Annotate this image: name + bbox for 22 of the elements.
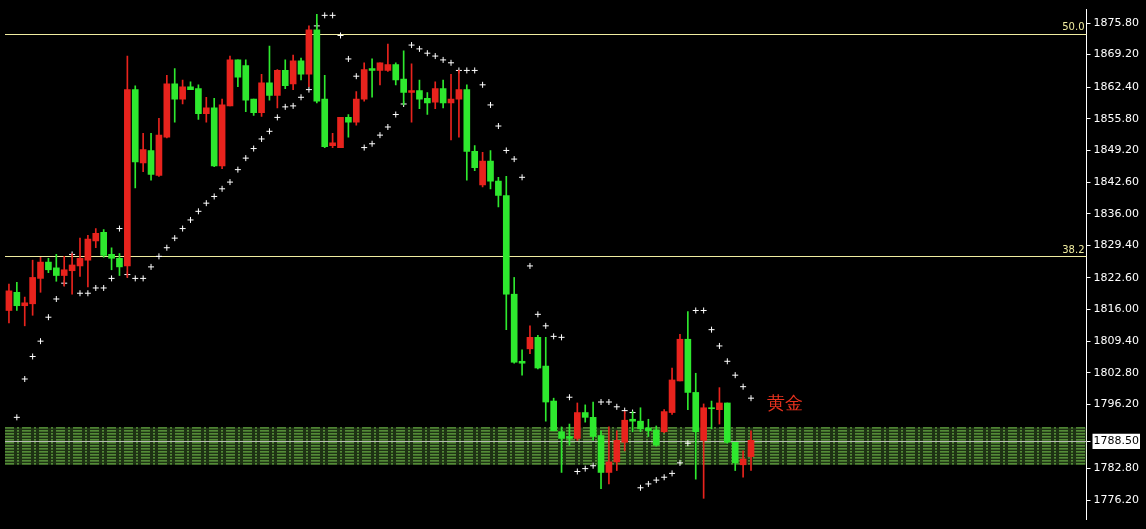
y-tick-label: 1829.40 [1093,238,1140,252]
y-tick-label: 1788.50 [1093,434,1140,448]
y-tick-label: 1855.80 [1093,111,1140,125]
y-tick-label: 1842.60 [1093,174,1140,188]
y-tick-label: 1802.80 [1093,365,1140,379]
candlestick [368,58,376,98]
y-tick-label: 1776.20 [1093,493,1140,507]
y-tick-label: 1836.00 [1093,206,1140,220]
y-tick-label: 1782.80 [1093,461,1140,475]
y-tick-label: 1875.80 [1093,15,1140,29]
y-tick-label: 1809.40 [1093,334,1140,348]
y-tick-label: 1862.40 [1093,80,1140,94]
annotation: 50.0 [1062,21,1085,33]
candlestick [384,43,392,72]
y-tick-label: 1796.20 [1093,397,1140,411]
annotation: 38.2 [1062,243,1085,255]
candlestick [202,96,210,123]
y-tick-label: 1849.20 [1093,143,1140,157]
y-tick-label: 1822.60 [1093,270,1140,284]
y-tick-label: 1869.20 [1093,47,1140,61]
y-tick-label: 1816.00 [1093,302,1140,316]
annotation: 黄金 [766,392,803,414]
